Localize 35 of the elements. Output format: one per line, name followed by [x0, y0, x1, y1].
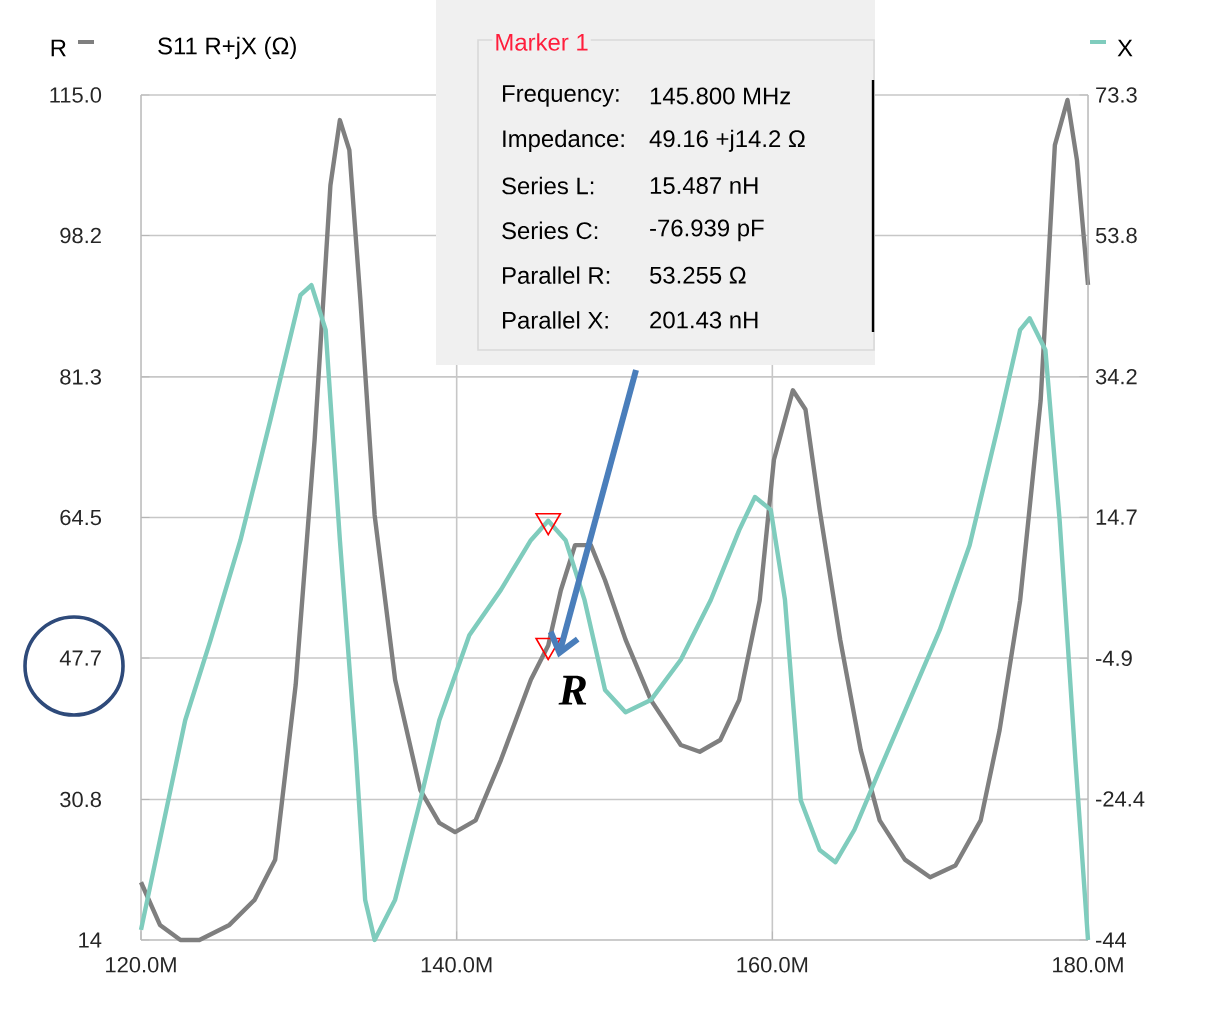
x-tick-label: 120.0M [106, 957, 176, 973]
y2-tick-label: 53.8 [1095, 227, 1137, 244]
y2-tick-label: -4.9 [1096, 650, 1132, 667]
annotation: Parallel R: [503, 266, 610, 284]
annotation: Series C: [502, 221, 598, 240]
y-tick-label: 14 [79, 932, 102, 948]
annotation: 201.43 nH [650, 311, 758, 329]
y2-tick-label: 14.7 [1096, 509, 1137, 525]
y-tick-label: 47.7 [59, 650, 101, 666]
annotation: 145.800 MHz [650, 87, 791, 105]
y2-tick-label: -44 [1096, 932, 1127, 948]
annotation: Frequency: [503, 85, 619, 107]
legend-label: X [1117, 39, 1133, 57]
annotation: Series L: [502, 176, 594, 195]
x-tick-label: 180.0M [1053, 957, 1123, 973]
y-tick-label: 30.8 [60, 791, 101, 808]
y2-tick-label: 34.2 [1095, 368, 1137, 385]
y-tick-label: 98.2 [60, 227, 101, 244]
legend-label: R [51, 39, 66, 57]
annotation: Impedance: [503, 129, 624, 152]
annotation: 49.16 +j14.2 Ω [649, 129, 805, 152]
y2-tick-label: -24.4 [1096, 791, 1145, 807]
chart-title: S11 R+jX (Ω) [158, 36, 296, 60]
annotation: 15.487 nH [650, 177, 758, 195]
y-tick-label: 115.0 [50, 87, 102, 103]
y-tick-label: 81.3 [60, 369, 101, 385]
y-tick-label: 64.5 [60, 509, 102, 526]
annotation: R [558, 675, 587, 705]
annotation: 53.255 Ω [650, 266, 746, 284]
x-tick-label: 160.0M [737, 957, 808, 973]
annotation: Parallel X: [503, 311, 608, 329]
x-tick-label: 140.0M [421, 957, 492, 973]
text: Marker 1 [496, 33, 588, 51]
y2-tick-label: 73.3 [1096, 87, 1137, 103]
annotation: -76.939 pF [650, 219, 764, 242]
